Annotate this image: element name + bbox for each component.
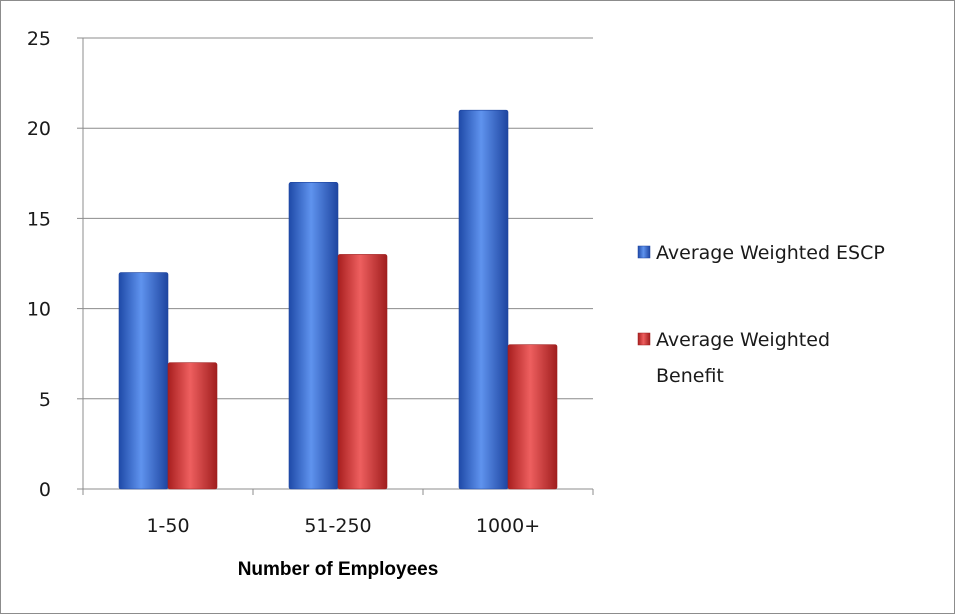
legend: Average Weighted ESCP Average Weighted B… [637,242,885,387]
legend-item-benefit[interactable]: Average Weighted Benefit [637,329,836,387]
legend-label-benefit-line1: Average Weighted [656,329,830,351]
bar-benefit[interactable] [337,254,388,490]
bar-escp[interactable] [458,109,509,490]
y-tick-label: 0 [39,479,51,501]
x-tick-label: 1-50 [146,515,189,537]
bar-benefit[interactable] [167,362,218,490]
legend-item-escp[interactable]: Average Weighted ESCP [637,242,885,264]
y-tick-label: 20 [27,118,51,140]
y-tick-label: 10 [27,299,51,321]
y-tick-label: 15 [27,208,51,230]
legend-label-escp: Average Weighted ESCP [656,242,885,264]
bar-escp[interactable] [288,182,339,490]
bar-benefit[interactable] [507,344,558,490]
legend-label-benefit-line2: Benefit [656,365,724,387]
x-axis-title: Number of Employees [238,559,439,580]
axes [82,38,593,490]
legend-label-benefit: Average Weighted Benefit [656,329,836,387]
y-tick-label: 25 [27,28,51,50]
y-tick-labels: 0 5 10 15 20 25 [27,28,83,501]
x-tick-label: 1000+ [476,515,540,537]
bars [118,109,558,490]
y-tick-label: 5 [39,389,51,411]
bar-escp[interactable] [118,272,169,490]
x-tick-labels: 1-50 51-250 1000+ [82,489,594,537]
x-tick-label: 51-250 [304,515,371,537]
legend-swatch-benefit [637,332,651,346]
legend-swatch-escp [637,245,651,259]
